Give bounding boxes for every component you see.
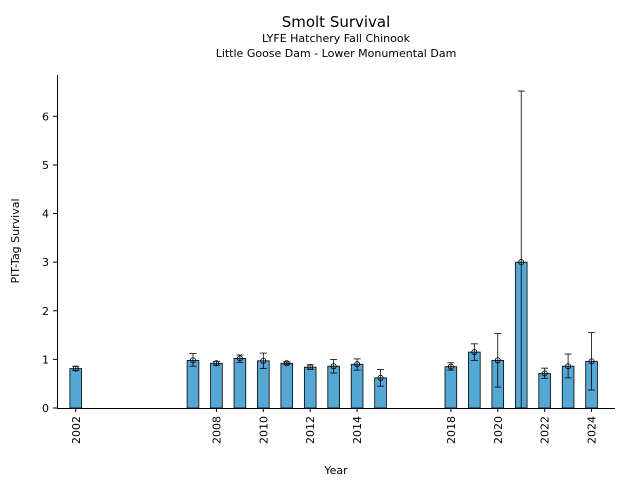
x-tick-label: 2018: [445, 416, 458, 444]
estimate-marker: [213, 360, 220, 367]
estimate-marker: [283, 360, 290, 367]
x-tick-label: 2024: [586, 416, 599, 444]
estimate-marker: [307, 364, 314, 371]
estimate-marker: [494, 357, 501, 364]
estimate-marker: [189, 357, 196, 364]
y-tick-label: 5: [42, 159, 49, 172]
x-tick-label: 2010: [257, 416, 270, 444]
estimate-marker: [588, 358, 595, 365]
estimate-marker: [354, 361, 361, 368]
estimate-marker: [518, 259, 525, 266]
bar: [69, 368, 83, 409]
y-tick-label: 0: [42, 402, 49, 415]
chart-subtitle-line-1: LYFE Hatchery Fall Chinook: [262, 32, 411, 45]
estimate-marker: [260, 357, 267, 364]
bar: [186, 359, 200, 409]
estimate-marker: [377, 374, 384, 381]
y-tick-label: 3: [42, 256, 49, 269]
estimate-marker: [447, 363, 454, 370]
bar: [444, 366, 458, 409]
y-tick-label: 2: [42, 305, 49, 318]
estimate-marker: [541, 370, 548, 377]
estimate-marker: [236, 355, 243, 362]
estimate-marker: [471, 349, 478, 356]
bar: [210, 362, 223, 409]
x-axis-label: Year: [323, 464, 348, 477]
chart-title: Smolt Survival: [282, 13, 391, 31]
bar: [280, 362, 294, 409]
bar: [233, 358, 247, 409]
bar: [350, 363, 364, 409]
plot-area: 0 1 2 3 4 5 6 2002 2008 2010 2012 2014 2018 2020 2022 2…: [42, 90, 599, 444]
y-axis-label: PIT-Tag Survival: [9, 198, 22, 283]
y-tick-label: 1: [42, 353, 49, 366]
x-tick-label: 2002: [70, 416, 83, 444]
x-tick-label: 2014: [351, 416, 364, 444]
x-tick-label: 2008: [210, 416, 223, 444]
x-tick-label: 2020: [492, 416, 505, 444]
chart-subtitle-line-2: Little Goose Dam - Lower Monumental Dam: [216, 47, 457, 60]
estimate-marker: [72, 365, 79, 372]
y-tick-label: 4: [42, 208, 49, 221]
x-tick-label: 2012: [304, 416, 317, 444]
bar: [303, 366, 317, 409]
y-tick-label: 6: [42, 110, 49, 123]
estimate-marker: [330, 363, 337, 370]
x-tick-label: 2022: [539, 416, 552, 444]
estimate-marker: [565, 363, 572, 370]
